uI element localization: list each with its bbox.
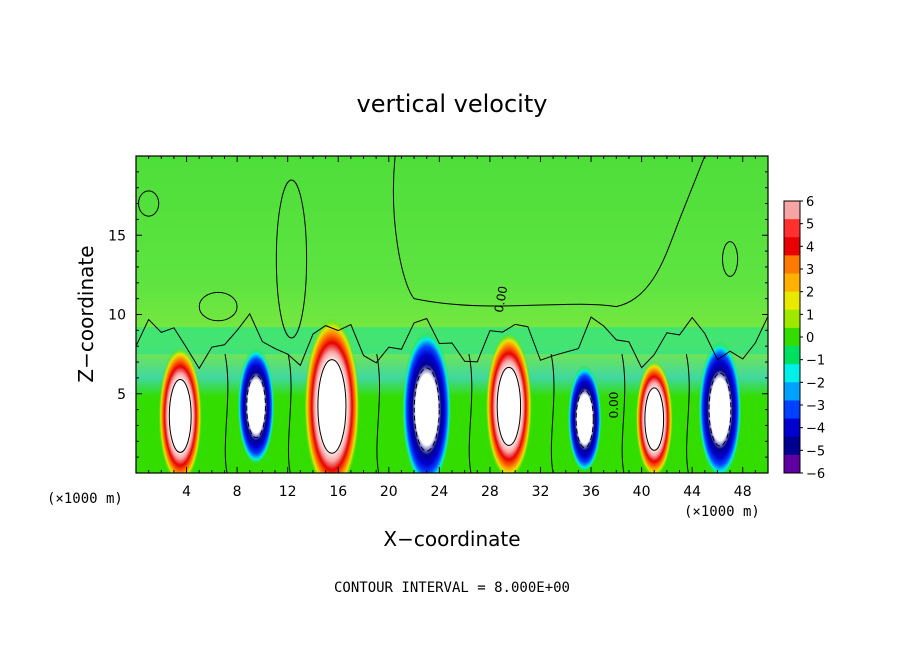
contour-line [413, 367, 440, 452]
contour-line [496, 366, 522, 446]
x-axis-label: X−coordinate [383, 527, 520, 551]
zero-contour [550, 354, 555, 473]
colorbar-tick-label: −2 [806, 376, 825, 391]
x-tick-label: 20 [380, 484, 398, 500]
colorbar-tick-label: 0 [806, 331, 814, 346]
colorbar-swatch [784, 309, 800, 329]
x-tick-label: 8 [233, 484, 242, 500]
colorbar-tick-label: −6 [806, 467, 825, 482]
colorbar-swatch [784, 291, 800, 311]
y-axis-label: Z−coordinate [74, 245, 98, 382]
colorbar-tick-label: 4 [806, 240, 814, 255]
downdraft-cell [698, 341, 742, 473]
colorbar-swatch [784, 436, 800, 456]
colorbar-tick-label: −3 [806, 399, 825, 414]
x-tick-label: 24 [430, 484, 448, 500]
field-cells [136, 318, 768, 473]
colorbar-swatch [784, 400, 800, 420]
x-tick-label: 12 [279, 484, 297, 500]
x-tick-label: 4 [182, 484, 191, 500]
updraft-cell [485, 332, 533, 473]
colorbar-tick-label: 3 [806, 263, 814, 278]
contour-label: 0.00 [607, 392, 621, 419]
x-tick-label: 44 [683, 484, 701, 500]
y-tick-label: 5 [117, 387, 126, 403]
contour-line [644, 387, 665, 451]
colorbar-tick-label: −1 [806, 354, 825, 369]
colorbar-swatch [784, 219, 800, 238]
updraft-cell [635, 360, 673, 473]
colorbar-swatch [784, 454, 800, 474]
colorbar-swatch [784, 255, 800, 275]
colorbar-swatch [784, 327, 800, 347]
zero-contour [468, 354, 473, 473]
chart-title: vertical velocity [357, 90, 548, 118]
x-tick-label: 32 [532, 484, 550, 500]
x-units-left: (×1000 m) [47, 491, 123, 507]
contour-line [708, 372, 732, 447]
colorbar-swatch [784, 237, 800, 256]
contour-line [198, 291, 238, 322]
x-tick-label: 36 [582, 484, 600, 500]
updraft-cell [304, 318, 360, 473]
colorbar-tick-label: 1 [806, 308, 814, 323]
contour-line [317, 359, 347, 454]
colorbar-tick-label: −5 [806, 444, 825, 459]
colorbar-swatch [784, 364, 800, 383]
zero-contour [685, 354, 690, 473]
colorbar-swatch [784, 382, 800, 401]
updraft-cell [158, 347, 202, 473]
contour-label: 0.00 [492, 285, 510, 314]
shear-band [136, 327, 768, 355]
colorbar-tick-label: 5 [806, 218, 814, 233]
colorbar-tick-label: −4 [806, 422, 825, 437]
contour-line [168, 379, 192, 453]
contour-line [575, 390, 594, 449]
contour-line [722, 241, 739, 277]
zero-contour [621, 354, 626, 473]
contour-lines [136, 156, 768, 473]
zero-contour [287, 354, 292, 473]
x-units-right: (×1000 m) [684, 504, 760, 520]
colorbar-swatch [784, 418, 800, 438]
colorbar-swatch [784, 346, 800, 365]
downdraft-cell [237, 347, 275, 466]
colorbar-tick-label: 2 [806, 286, 814, 301]
x-axis: 4 8 12 16 20 24 28 32 36 40 44 48 [148, 156, 756, 500]
contour-line [246, 374, 266, 439]
x-tick-label: 28 [481, 484, 499, 500]
contour-line [275, 179, 308, 339]
colorbar: 6 5 4 3 2 1 0 −1 −2 −3 −4 −5 −6 [783, 195, 825, 482]
colorbar-swatch [784, 273, 800, 293]
zero-contour [224, 354, 229, 473]
zero-contour [376, 354, 381, 473]
x-tick-label: 48 [734, 484, 752, 500]
downdraft-cell [401, 331, 452, 473]
x-tick-label: 40 [633, 484, 651, 500]
colorbar-tick-label: 6 [806, 195, 814, 210]
zero-contour [136, 312, 768, 370]
y-axis: 5 10 15 [108, 171, 768, 458]
x-tick-label: 16 [329, 484, 347, 500]
colorbar-swatch [784, 201, 800, 220]
y-tick-label: 15 [108, 228, 126, 244]
plot-background [136, 156, 768, 473]
y-tick-label: 10 [108, 308, 126, 324]
zero-contour [392, 156, 706, 308]
contour-interval-note: CONTOUR INTERVAL = 8.000E+00 [334, 580, 570, 596]
downdraft-cell [567, 365, 602, 473]
